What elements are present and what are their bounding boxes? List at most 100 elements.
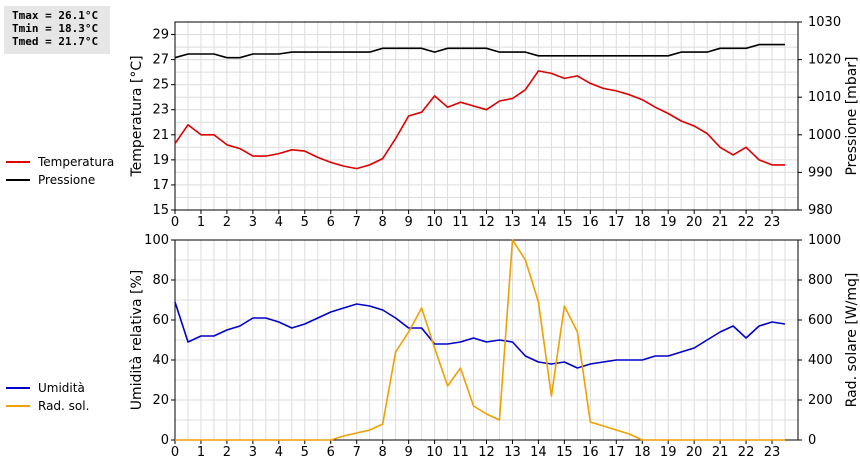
- y-tick-label: 20: [152, 393, 169, 408]
- x-tick-label: 2: [223, 215, 231, 230]
- y-tick-label: 19: [152, 153, 169, 168]
- stats-box: Tmax = 26.1°C Tmin = 18.3°C Tmed = 21.7°…: [4, 6, 110, 54]
- y-tick-label: 17: [152, 178, 169, 193]
- y2-axis-title: Rad. solare [W/mq]: [844, 273, 860, 408]
- legend-item-temperatura: Temperatura: [6, 153, 114, 171]
- y2-tick-label: 1030: [808, 15, 841, 30]
- x-tick-label: 20: [686, 445, 703, 460]
- legend-label: Temperatura: [38, 155, 115, 169]
- y2-tick-label: 1010: [808, 90, 841, 105]
- y2-tick-label: 600: [808, 313, 833, 328]
- y-tick-label: 40: [152, 353, 169, 368]
- x-tick-label: 13: [504, 215, 521, 230]
- y-tick-label: 29: [152, 28, 169, 43]
- x-tick-label: 10: [426, 445, 443, 460]
- y-tick-label: 25: [152, 78, 169, 93]
- x-tick-label: 22: [738, 215, 755, 230]
- x-tick-label: 21: [712, 445, 729, 460]
- tmin-label: Tmin = 18.3°C: [12, 22, 99, 35]
- y-tick-label: 27: [152, 53, 169, 68]
- y-axis-title: Temperatura [°C]: [129, 55, 145, 177]
- series-line-umidit-: [174, 301, 786, 369]
- y2-axis-title: Pressione [mbar]: [844, 56, 860, 175]
- y-tick-label: 60: [152, 313, 169, 328]
- x-tick-label: 0: [171, 445, 179, 460]
- x-tick-label: 1: [197, 445, 205, 460]
- x-tick-label: 19: [660, 445, 677, 460]
- x-tick-label: 17: [608, 445, 625, 460]
- x-tick-label: 13: [504, 445, 521, 460]
- x-tick-label: 16: [582, 215, 599, 230]
- y-tick-label: 0: [161, 433, 169, 448]
- x-tick-label: 1: [197, 215, 205, 230]
- legend-swatch: [6, 405, 30, 407]
- x-tick-label: 14: [530, 215, 547, 230]
- x-tick-label: 12: [478, 215, 495, 230]
- y-axis-title: Umidità relativa [%]: [129, 270, 145, 411]
- y2-tick-label: 980: [808, 203, 833, 218]
- x-tick-label: 12: [478, 445, 495, 460]
- y-tick-label: 15: [152, 203, 169, 218]
- x-tick-label: 8: [379, 445, 387, 460]
- legend-label: Rad. sol.: [38, 399, 90, 413]
- y2-tick-label: 0: [808, 433, 816, 448]
- tmed-label: Tmed = 21.7°C: [12, 35, 99, 48]
- x-tick-label: 4: [275, 445, 283, 460]
- legend-label: Umidità: [38, 381, 85, 395]
- y-tick-label: 80: [152, 273, 169, 288]
- legend-label: Pressione: [38, 173, 96, 187]
- x-tick-label: 15: [556, 445, 573, 460]
- tmax-label: Tmax = 26.1°C: [12, 9, 99, 22]
- x-tick-label: 18: [634, 445, 651, 460]
- series-line-pressione: [174, 43, 785, 59]
- series-line-rad-sol-: [175, 239, 785, 441]
- x-tick-label: 7: [353, 445, 361, 460]
- x-tick-label: 0: [171, 215, 179, 230]
- y-tick-label: 100: [144, 233, 169, 248]
- x-tick-label: 16: [582, 445, 599, 460]
- x-tick-label: 23: [764, 215, 781, 230]
- x-tick-label: 20: [686, 215, 703, 230]
- legend-item-pressione: Pressione: [6, 171, 114, 189]
- x-tick-label: 9: [404, 445, 412, 460]
- legend-swatch: [6, 387, 30, 389]
- x-tick-label: 15: [556, 215, 573, 230]
- x-tick-label: 19: [660, 215, 677, 230]
- y2-tick-label: 200: [808, 393, 833, 408]
- x-tick-label: 9: [404, 215, 412, 230]
- y2-tick-label: 1000: [808, 128, 841, 143]
- x-tick-label: 14: [530, 445, 547, 460]
- x-tick-label: 6: [327, 445, 335, 460]
- x-tick-label: 21: [712, 215, 729, 230]
- y2-tick-label: 400: [808, 353, 833, 368]
- y2-tick-label: 990: [808, 165, 833, 180]
- x-tick-label: 7: [353, 215, 361, 230]
- x-tick-label: 11: [452, 445, 469, 460]
- x-tick-label: 23: [764, 445, 781, 460]
- y2-tick-label: 800: [808, 273, 833, 288]
- x-tick-label: 5: [301, 445, 309, 460]
- x-tick-label: 22: [738, 445, 755, 460]
- x-tick-label: 18: [634, 215, 651, 230]
- x-tick-label: 5: [301, 215, 309, 230]
- legend-swatch: [6, 179, 30, 181]
- legend-swatch: [6, 161, 30, 163]
- legend-bottom: Umidità Rad. sol.: [6, 379, 89, 415]
- legend-item-umidita: Umidità: [6, 379, 89, 397]
- legend-top: Temperatura Pressione: [6, 153, 114, 189]
- y-tick-label: 21: [152, 128, 169, 143]
- y2-tick-label: 1000: [808, 233, 841, 248]
- x-tick-label: 10: [426, 215, 443, 230]
- x-tick-label: 4: [275, 215, 283, 230]
- legend-item-rad-sol: Rad. sol.: [6, 397, 89, 415]
- x-tick-label: 3: [249, 215, 257, 230]
- series-line-temperatura: [174, 70, 785, 170]
- x-tick-label: 2: [223, 445, 231, 460]
- y2-tick-label: 1020: [808, 53, 841, 68]
- x-tick-label: 17: [608, 215, 625, 230]
- x-tick-label: 3: [249, 445, 257, 460]
- x-tick-label: 8: [379, 215, 387, 230]
